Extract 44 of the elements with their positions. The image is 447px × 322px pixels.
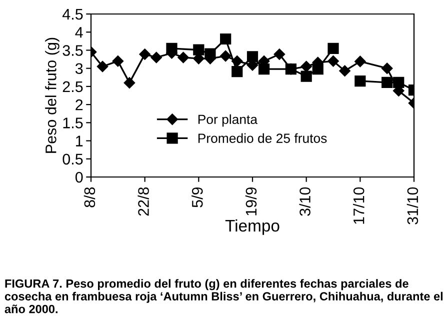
point xyxy=(112,55,124,67)
x-tick-label: 22/8 xyxy=(138,187,149,216)
point xyxy=(381,62,393,74)
point xyxy=(139,48,150,60)
x-tick-label: 31/10 xyxy=(406,187,418,224)
point xyxy=(124,77,136,88)
x-tick-label: 17/10 xyxy=(353,187,364,224)
point xyxy=(220,50,232,62)
x-axis-title: Tiempo xyxy=(225,219,280,235)
y-tick-label: 1 xyxy=(76,136,83,146)
text: FIGURA 7. Peso promedio del fruto (g) en diferentes fechas parciales de cosecha en frambuesa roja ‘Autumn Bliss’ en Guerrero, Chihuahua, durante el año 2000. xyxy=(4,279,443,314)
point xyxy=(96,60,108,72)
y-tick-label: 1.5 xyxy=(63,118,83,128)
point xyxy=(193,44,204,56)
y-tick-label: 4.5 xyxy=(62,9,83,20)
point xyxy=(328,55,339,67)
point xyxy=(178,52,189,64)
x-tick-label: 5/9 xyxy=(192,187,203,208)
y-tick-label: 3.5 xyxy=(62,45,83,56)
legend-label: Por planta xyxy=(198,114,258,127)
point xyxy=(300,70,312,82)
point xyxy=(274,48,286,60)
y-tick-label: 3 xyxy=(75,63,83,74)
y-tick-label: 2.5 xyxy=(62,81,83,92)
point xyxy=(354,75,366,87)
point xyxy=(328,42,339,54)
y-tick-label: 2 xyxy=(76,99,83,110)
y-axis-title: Peso del fruto (g) xyxy=(45,38,60,153)
point xyxy=(339,65,350,76)
x-tick-label: 8/8 xyxy=(84,187,96,208)
legend-label: Promedio de 25 frutos xyxy=(198,133,327,143)
x-tick-label: 3/10 xyxy=(299,187,310,216)
y-tick-label: 4 xyxy=(75,27,83,38)
point xyxy=(232,66,243,78)
point xyxy=(220,33,232,45)
point xyxy=(150,52,162,64)
point xyxy=(246,51,258,62)
point xyxy=(300,60,312,72)
point xyxy=(354,56,366,68)
x-tick-label: 19/9 xyxy=(245,187,257,216)
point xyxy=(232,55,243,67)
y-tick-label: 0.5 xyxy=(62,154,83,165)
point xyxy=(382,76,393,88)
y-tick-label: 0 xyxy=(75,172,83,183)
